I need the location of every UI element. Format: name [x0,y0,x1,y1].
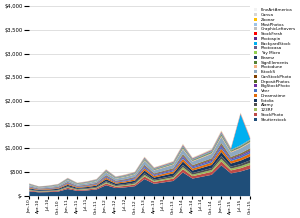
Legend: FineArtAmerica, Canva, Zoonar, MostPhotos, GraphicLeftovers, StockFresh, Photosp: FineArtAmerica, Canva, Zoonar, MostPhoto… [254,8,296,121]
